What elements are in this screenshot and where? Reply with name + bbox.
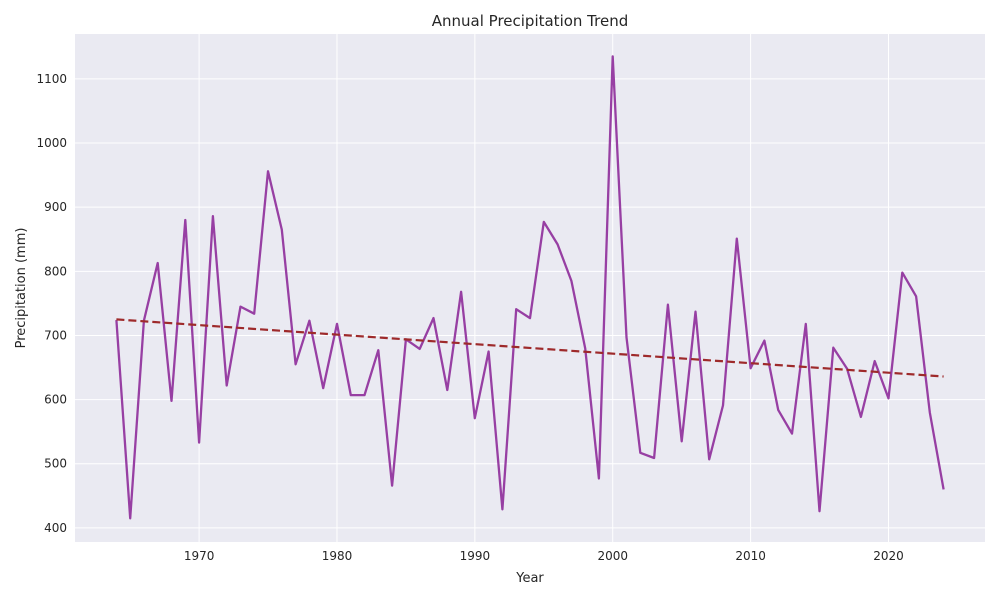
y-tick-label: 700 (44, 328, 67, 342)
chart-title: Annual Precipitation Trend (432, 12, 629, 30)
y-tick-label: 1000 (36, 136, 67, 150)
precipitation-series-line (115, 55, 945, 520)
x-tick-label: 1970 (184, 549, 215, 563)
x-tick-label: 2020 (873, 549, 904, 563)
y-tick-label: 900 (44, 200, 67, 214)
y-axis-label: Precipitation (mm) (14, 228, 29, 349)
x-tick-label: 2000 (597, 549, 628, 563)
trend-line (116, 318, 944, 378)
y-tick-label: 500 (44, 457, 67, 471)
plot-area (75, 34, 985, 542)
y-tick-label: 600 (44, 393, 67, 407)
y-tick-label: 800 (44, 264, 67, 278)
grid-lines (75, 34, 985, 542)
x-tick-label: 1980 (322, 549, 353, 563)
y-tick-labels: 400 500 600 700 800 900 1000 1100 (36, 72, 67, 535)
y-tick-label: 400 (44, 521, 67, 535)
y-tick-label: 1100 (36, 72, 67, 86)
x-axis-label: Year (515, 571, 544, 586)
series-layer (115, 55, 945, 520)
x-tick-label: 1990 (460, 549, 491, 563)
x-tick-labels: 1970 1980 1990 2000 2010 2020 (184, 549, 904, 563)
x-tick-label: 2010 (735, 549, 766, 563)
